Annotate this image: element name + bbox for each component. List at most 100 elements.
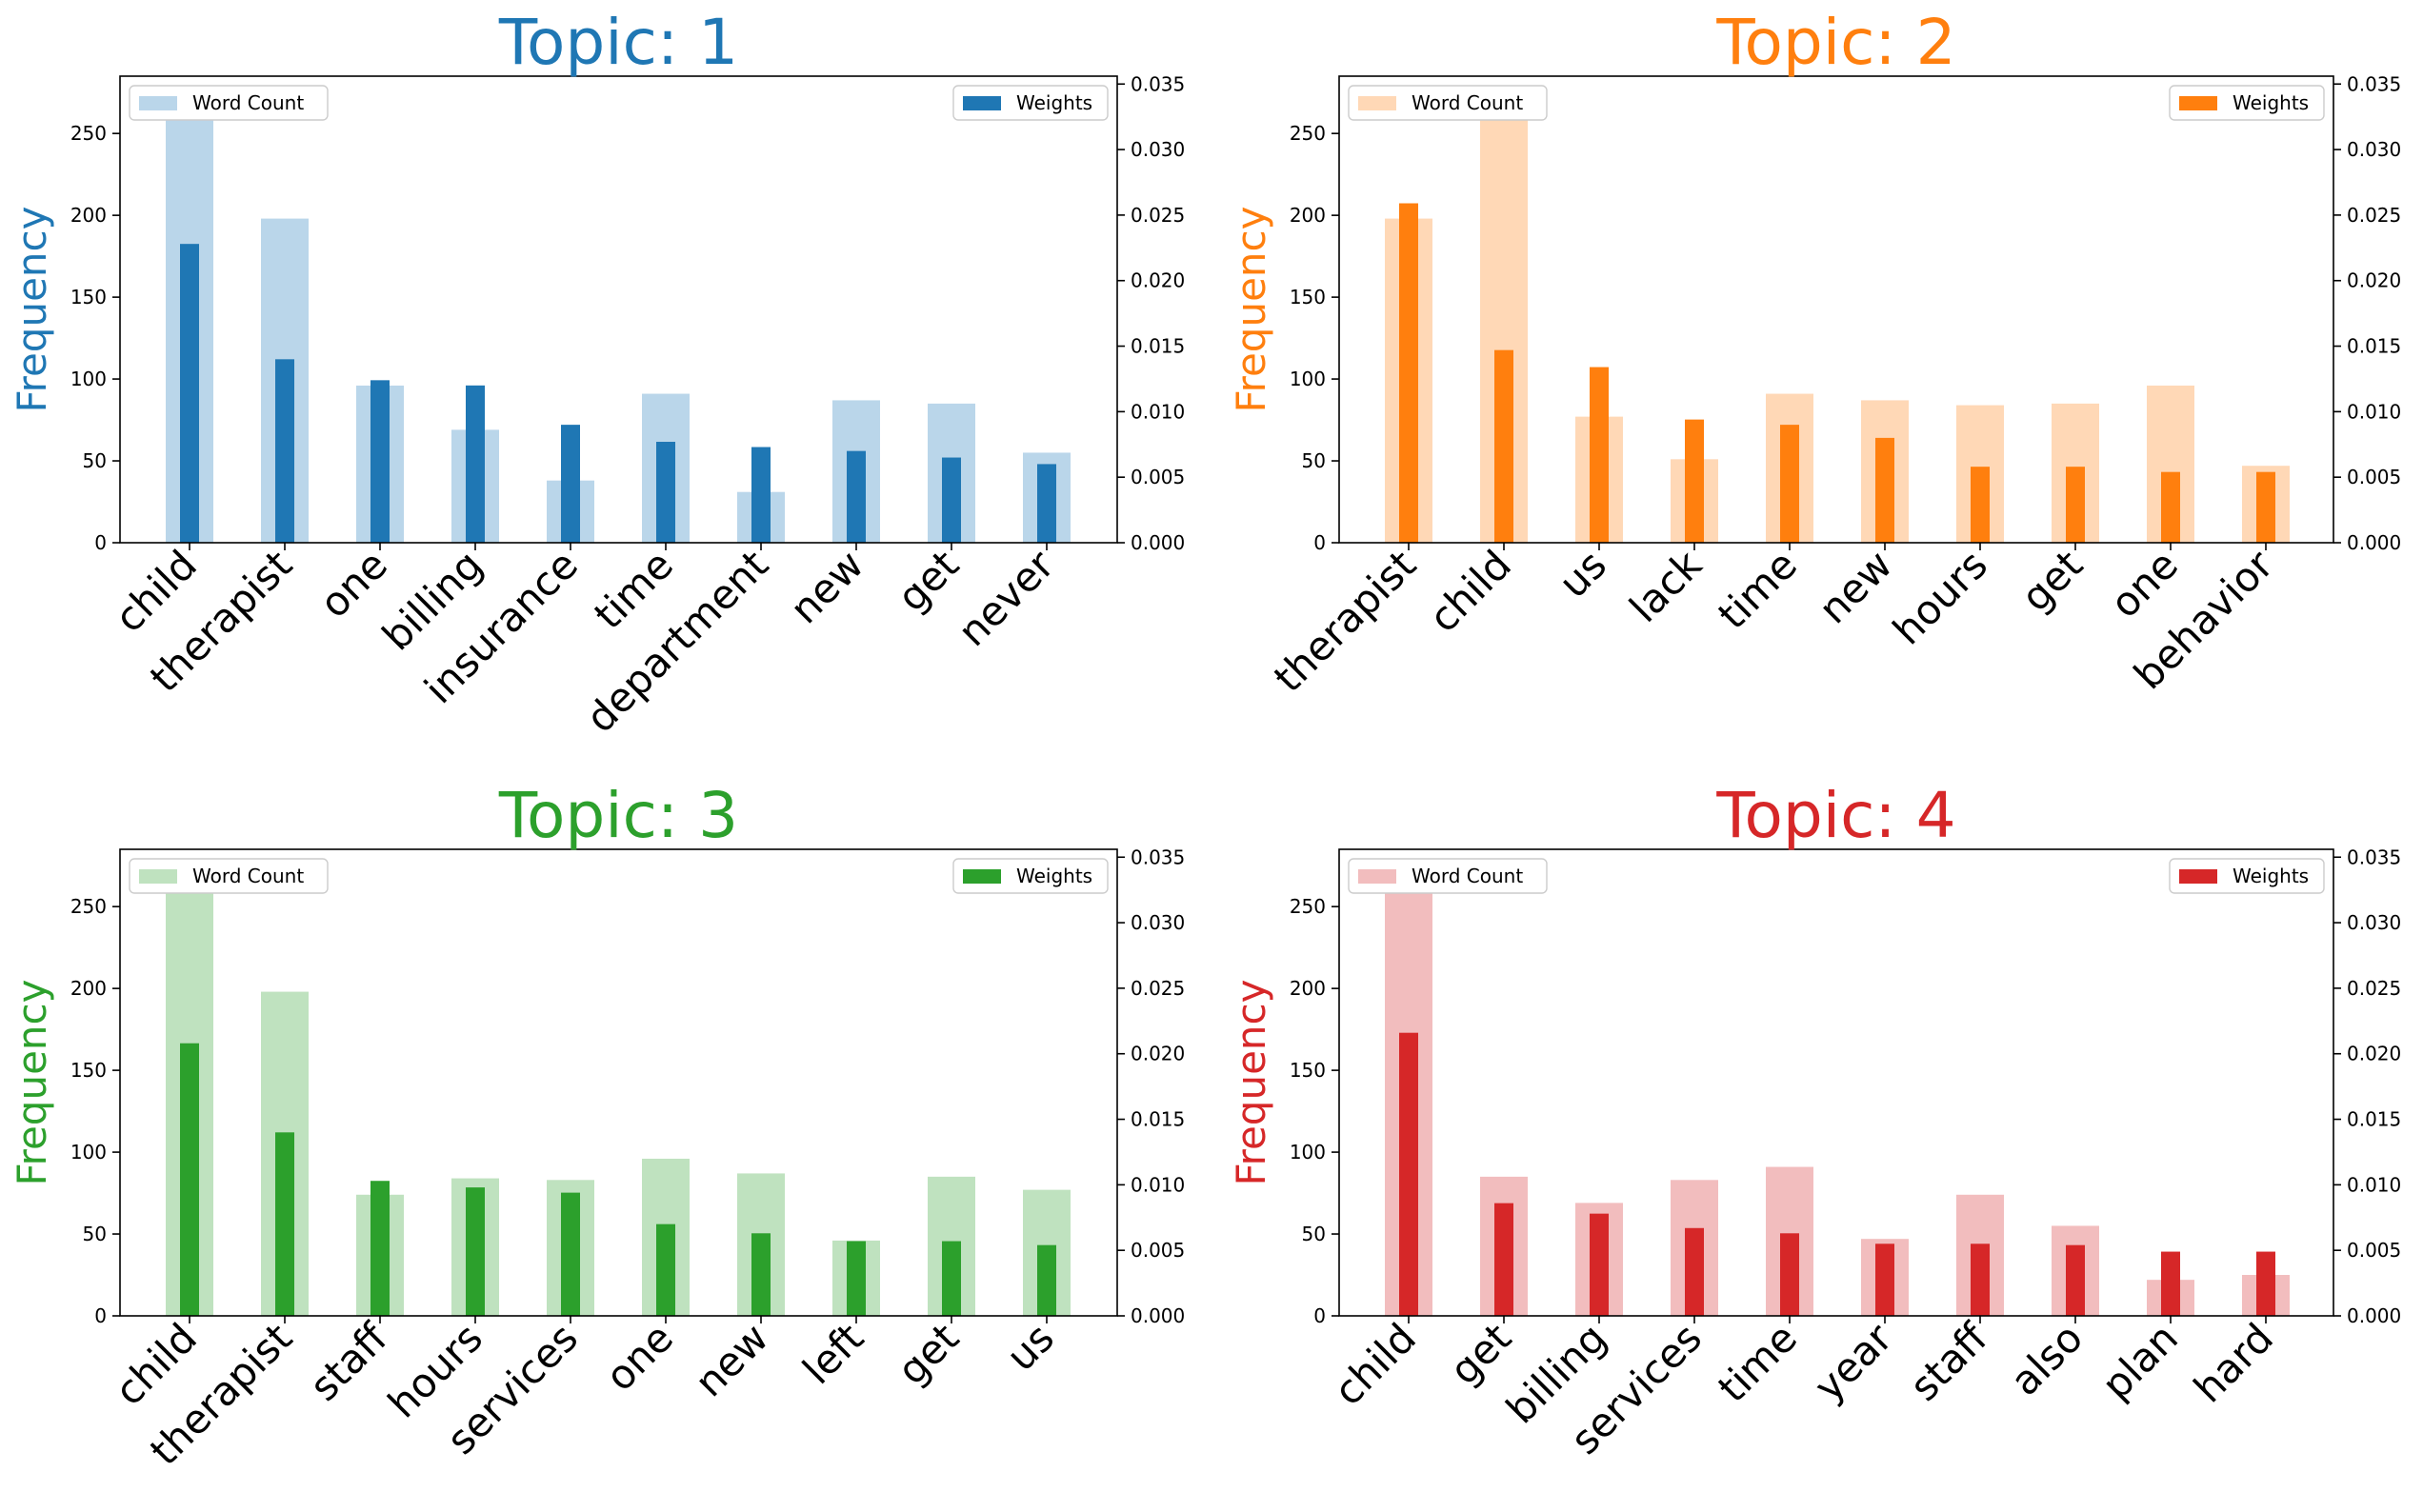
legend-swatch xyxy=(2179,96,2217,110)
weight-bar-child xyxy=(180,1043,199,1316)
right-tick-label: 0.030 xyxy=(2347,138,2401,161)
left-tick-label: 0 xyxy=(94,1304,107,1327)
right-tick-label: 0.025 xyxy=(2347,977,2401,1000)
weight-bar-insurance xyxy=(561,425,580,543)
chart-title: Topic: 1 xyxy=(498,6,738,79)
category-label: us xyxy=(1550,541,1615,607)
weight-bar-billing xyxy=(1590,1213,1609,1316)
weight-bar-us xyxy=(1037,1244,1056,1316)
plot-frame xyxy=(1338,848,2334,1317)
right-tick-label: 0.005 xyxy=(1131,1239,1185,1262)
legend-swatch xyxy=(139,96,177,110)
right-tick-label: 0.030 xyxy=(2347,911,2401,934)
right-tick-label: 0.010 xyxy=(1131,400,1185,423)
legend-label: Weights xyxy=(2233,865,2309,887)
right-tick-label: 0.020 xyxy=(1131,1043,1185,1065)
left-tick-label: 250 xyxy=(1290,122,1326,145)
category-label: get xyxy=(2012,541,2092,620)
left-tick-label: 100 xyxy=(70,1141,107,1164)
plot-frame xyxy=(119,75,1118,544)
weight-bar-hours xyxy=(1971,467,1990,543)
left-tick-label: 100 xyxy=(1290,1141,1326,1164)
category-label: time xyxy=(1709,1314,1806,1411)
right-tick-label: 0.015 xyxy=(2347,335,2401,358)
right-tick-label: 0.020 xyxy=(2347,1043,2401,1065)
legend-swatch xyxy=(2179,869,2217,884)
legend-label: Word Count xyxy=(1412,865,1523,887)
legend-box xyxy=(129,85,329,121)
weight-bar-time xyxy=(1780,425,1799,543)
category-label: lack xyxy=(1620,541,1711,631)
right-tick-label: 0.030 xyxy=(1131,911,1185,934)
right-tick-label: 0.005 xyxy=(1131,466,1185,488)
weight-bar-services xyxy=(1685,1227,1704,1316)
legend-label: Weights xyxy=(2233,91,2309,114)
right-tick-label: 0.010 xyxy=(2347,1173,2401,1196)
y-axis-label: Frequency xyxy=(9,980,55,1186)
weight-bar-get xyxy=(942,1241,961,1316)
right-tick-label: 0.000 xyxy=(2347,1304,2401,1327)
right-tick-label: 0.025 xyxy=(2347,204,2401,227)
left-tick-label: 250 xyxy=(70,895,107,918)
category-label: hard xyxy=(2185,1314,2282,1411)
left-tick-label: 200 xyxy=(1290,204,1326,227)
weight-bar-staff xyxy=(370,1181,390,1316)
legend-label: Weights xyxy=(1016,91,1092,114)
y-axis-label: Frequency xyxy=(1228,980,1274,1186)
right-tick-label: 0.020 xyxy=(2347,269,2401,292)
weight-bar-department xyxy=(751,447,771,543)
weight-bar-hard xyxy=(2256,1251,2275,1316)
weight-bar-get xyxy=(942,457,961,543)
legend-swatch xyxy=(1358,96,1396,110)
right-tick-label: 0.020 xyxy=(1131,269,1185,292)
weight-bar-therapist xyxy=(275,359,294,543)
right-tick-label: 0.035 xyxy=(2347,72,2401,95)
category-label: one xyxy=(596,1314,682,1400)
legend-word-count: Word Count xyxy=(1348,85,1548,121)
weight-bar-get xyxy=(2066,467,2085,543)
chart-title: Topic: 2 xyxy=(1715,6,1955,79)
weight-bar-new xyxy=(751,1233,771,1316)
category-label: staff xyxy=(1901,1314,1997,1410)
weight-bar-therapist xyxy=(275,1132,294,1316)
legend-box xyxy=(1348,85,1548,121)
weight-bar-therapist xyxy=(1399,203,1418,543)
category-label: get xyxy=(889,541,968,620)
category-label: never xyxy=(949,541,1063,655)
category-label: plan xyxy=(2093,1314,2187,1408)
right-tick-label: 0.035 xyxy=(1131,72,1185,95)
weight-bar-year xyxy=(1875,1243,1894,1316)
category-label: left xyxy=(793,1314,872,1393)
weight-bar-also xyxy=(2066,1244,2085,1316)
weight-bar-plan xyxy=(2161,1251,2180,1316)
legend-swatch xyxy=(1358,869,1396,884)
y-axis-label: Frequency xyxy=(1228,207,1274,413)
weight-bar-lack xyxy=(1685,419,1704,543)
category-label: one xyxy=(2101,541,2187,627)
right-tick-label: 0.025 xyxy=(1131,977,1185,1000)
right-tick-label: 0.005 xyxy=(2347,466,2401,488)
right-tick-label: 0.030 xyxy=(1131,138,1185,161)
weight-bar-services xyxy=(561,1192,580,1316)
chart-title: Topic: 3 xyxy=(498,779,738,852)
legend-weights: Weights xyxy=(2169,85,2325,121)
left-tick-label: 50 xyxy=(1302,449,1326,472)
weight-bar-left xyxy=(847,1241,866,1316)
right-tick-label: 0.000 xyxy=(2347,531,2401,554)
weight-bar-time xyxy=(1780,1233,1799,1316)
legend-weights: Weights xyxy=(952,85,1109,121)
weight-bar-staff xyxy=(1971,1243,1990,1316)
weight-bar-new xyxy=(1875,437,1894,543)
left-tick-label: 200 xyxy=(70,977,107,1000)
right-tick-label: 0.010 xyxy=(1131,1173,1185,1196)
weight-bar-one xyxy=(2161,471,2180,543)
legend-swatch xyxy=(963,96,1001,110)
category-label: one xyxy=(310,541,396,627)
left-tick-label: 250 xyxy=(1290,895,1326,918)
weight-bar-us xyxy=(1590,367,1609,543)
legend-label: Word Count xyxy=(192,865,304,887)
legend-swatch xyxy=(963,869,1001,884)
right-tick-label: 0.005 xyxy=(2347,1239,2401,1262)
left-tick-label: 50 xyxy=(83,449,107,472)
left-tick-label: 50 xyxy=(83,1223,107,1245)
